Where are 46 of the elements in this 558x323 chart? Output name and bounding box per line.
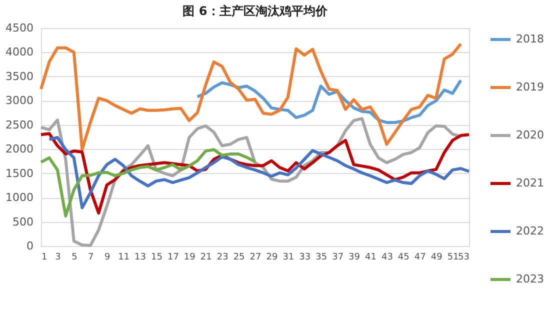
x-tick-label: 51 bbox=[447, 252, 459, 262]
x-tick-label: 13 bbox=[134, 252, 146, 262]
x-tick-label: 41 bbox=[365, 252, 376, 262]
x-tick-label: 37 bbox=[332, 252, 344, 262]
x-tick-label: 45 bbox=[398, 252, 410, 262]
y-tick-label: 500 bbox=[12, 215, 34, 228]
y-tick-label: 2000 bbox=[6, 142, 34, 156]
x-tick-label: 25 bbox=[233, 252, 245, 262]
legend-label: 2022 bbox=[516, 224, 544, 238]
y-tick-label: 3000 bbox=[6, 94, 34, 108]
line-series bbox=[40, 148, 256, 218]
x-tick-label: 33 bbox=[299, 252, 311, 262]
legend-label: 2018 bbox=[516, 32, 544, 46]
x-tick-label: 43 bbox=[381, 252, 393, 262]
x-tick-label: 11 bbox=[118, 252, 130, 262]
x-tick-label: 3 bbox=[55, 252, 61, 262]
x-tick-label: 1 bbox=[42, 252, 48, 262]
x-tick-label: 39 bbox=[348, 252, 360, 262]
x-tick-label: 5 bbox=[72, 252, 78, 262]
y-tick-label: 3500 bbox=[6, 70, 34, 83]
x-tick-label: 21 bbox=[200, 252, 212, 262]
x-tick-label: 23 bbox=[216, 252, 228, 262]
x-tick-label: 27 bbox=[250, 252, 262, 262]
x-tick-label: 47 bbox=[414, 252, 426, 262]
y-tick-label: 0 bbox=[26, 240, 34, 252]
x-tick-label: 53 bbox=[458, 252, 470, 262]
y-tick-label: 1500 bbox=[6, 166, 34, 180]
x-tick-label: 29 bbox=[266, 252, 278, 262]
legend-label: 2019 bbox=[516, 80, 544, 94]
x-tick-label: 35 bbox=[316, 252, 328, 262]
line-series bbox=[40, 42, 462, 152]
y-tick-label: 2500 bbox=[6, 118, 34, 132]
y-tick-label: 4500 bbox=[6, 22, 34, 34]
x-tick-label: 31 bbox=[282, 252, 294, 262]
x-tick-label: 19 bbox=[184, 252, 196, 262]
x-tick-label: 7 bbox=[88, 252, 94, 262]
x-tick-label: 49 bbox=[430, 252, 443, 262]
chart-title: 图 6：主产区淘汰鸡平均价 bbox=[182, 4, 328, 18]
y-tick-label: 1000 bbox=[6, 191, 34, 204]
legend-label: 2023 bbox=[516, 272, 544, 286]
legend-label: 2020 bbox=[516, 128, 544, 142]
x-tick-label: 9 bbox=[104, 252, 110, 262]
x-tick-label: 15 bbox=[151, 252, 162, 262]
legend-label: 2021 bbox=[516, 176, 544, 190]
x-tick-label: 17 bbox=[167, 252, 179, 262]
y-tick-label: 4000 bbox=[6, 46, 34, 59]
